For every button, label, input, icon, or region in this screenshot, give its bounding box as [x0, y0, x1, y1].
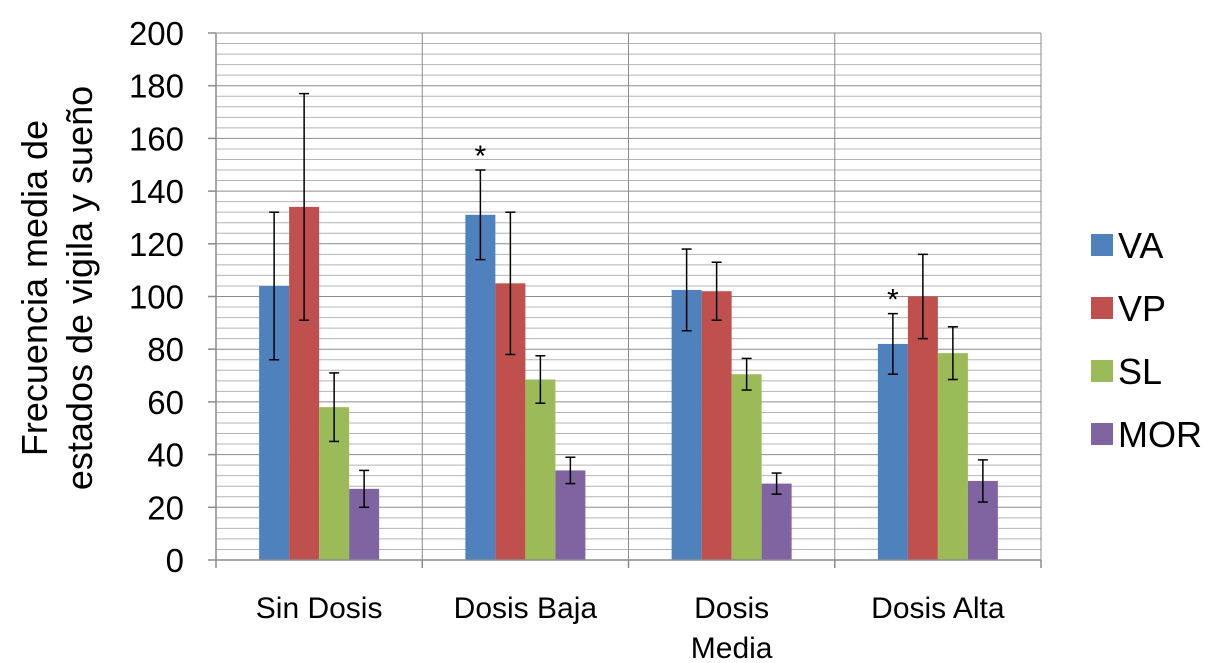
legend-label-vp: VP — [1118, 288, 1166, 329]
y-tick-label: 200 — [129, 15, 184, 52]
significance-asterisk: * — [887, 284, 899, 317]
y-tick-label: 180 — [129, 68, 184, 105]
y-tick-label: 140 — [129, 173, 184, 210]
x-tick-label: Dosis Baja — [454, 592, 598, 625]
legend-label-va: VA — [1118, 225, 1163, 266]
legend-swatch-vp — [1091, 297, 1113, 319]
bar-sl-2 — [731, 374, 762, 560]
y-axis-title-line-1: Frecuencia media de — [14, 120, 55, 456]
legend-label-sl: SL — [1118, 351, 1162, 392]
bar-va-1 — [465, 214, 496, 560]
legend-swatch-sl — [1091, 360, 1113, 382]
legend-swatch-va — [1091, 234, 1113, 256]
bar-va-2 — [671, 289, 702, 560]
bar-va-3 — [877, 343, 908, 560]
y-tick-label: 0 — [166, 542, 184, 579]
y-tick-label: 100 — [129, 279, 184, 316]
significance-asterisk: * — [475, 140, 487, 173]
legend-swatch-mor — [1091, 423, 1113, 445]
y-tick-label: 160 — [129, 120, 184, 157]
x-tick-label: Sin Dosis — [256, 592, 383, 625]
y-tick-label: 40 — [147, 437, 184, 474]
x-tick-label: Media — [691, 632, 773, 663]
bar-sl-3 — [937, 353, 968, 560]
y-tick-label: 20 — [147, 489, 184, 526]
y-tick-label: 80 — [147, 331, 184, 368]
bar-mor-1 — [555, 470, 586, 560]
y-tick-label: 120 — [129, 226, 184, 263]
x-tick-label: Dosis — [694, 592, 769, 625]
axes — [208, 32, 1042, 568]
y-axis-title-line-2: estados de vigila y sueño — [59, 86, 100, 490]
bar-mor-2 — [761, 483, 792, 560]
error-bars — [269, 92, 988, 509]
legend-label-mor: MOR — [1118, 414, 1202, 455]
y-tick-labels: 0 20 40 60 80 100 120 140 160 180 200 — [129, 15, 184, 579]
bar-vp-2 — [701, 291, 732, 560]
y-tick-label: 60 — [147, 384, 184, 421]
x-tick-labels: Sin Dosis Dosis Baja Dosis Media Dosis Alta — [256, 592, 1005, 663]
legend: VA VP SL MOR — [1091, 225, 1202, 455]
bar-vp-3 — [907, 296, 938, 560]
bar-sl-1 — [525, 379, 556, 560]
annotations: ** — [475, 140, 900, 317]
x-tick-label: Dosis Alta — [871, 592, 1005, 625]
